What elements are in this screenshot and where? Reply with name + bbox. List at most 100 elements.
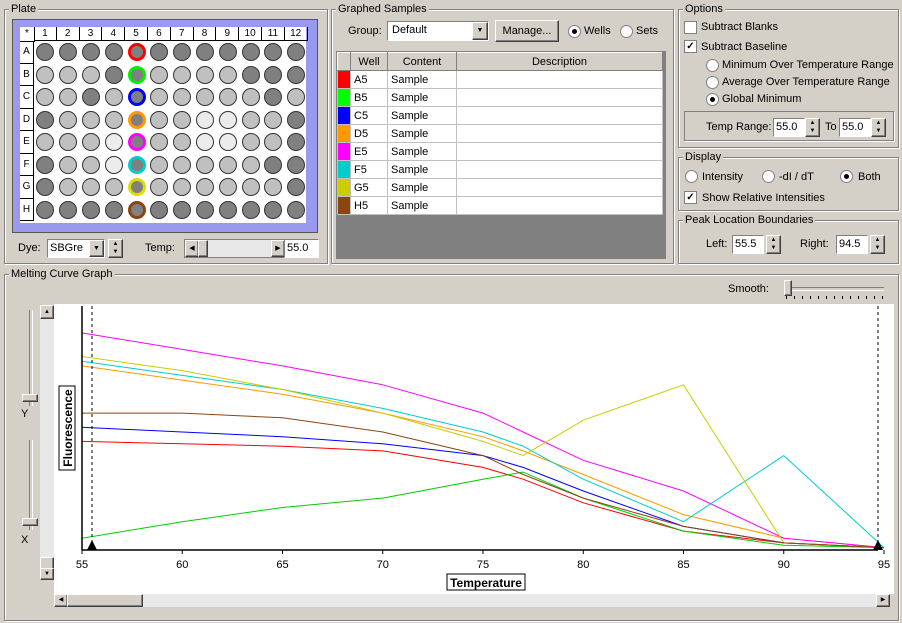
y-zoom-slider[interactable] xyxy=(22,310,38,406)
plate-well[interactable] xyxy=(218,200,237,219)
well-header[interactable]: Well xyxy=(350,52,388,71)
sample-row[interactable]: E5 Sample xyxy=(337,142,663,161)
plate-row-header[interactable]: H xyxy=(20,198,34,221)
plate-well[interactable] xyxy=(173,43,192,62)
plate-well[interactable] xyxy=(150,110,169,129)
wells-radio[interactable] xyxy=(568,25,581,38)
plate-well[interactable] xyxy=(82,88,100,107)
plate-well[interactable] xyxy=(127,65,146,84)
plate-well[interactable] xyxy=(218,88,237,107)
plate-well[interactable] xyxy=(59,43,78,62)
plate-well[interactable] xyxy=(264,133,283,152)
plate-well[interactable] xyxy=(82,110,100,129)
plate-well[interactable] xyxy=(59,88,78,107)
plate-well[interactable] xyxy=(150,178,169,197)
dye-select[interactable]: SBGre ▼ xyxy=(47,239,105,258)
plate-column-header[interactable]: 12 xyxy=(284,27,308,41)
show-relative-checkbox[interactable]: ✓ xyxy=(684,191,697,204)
plate-column-header[interactable]: 6 xyxy=(148,27,171,41)
plate-well[interactable] xyxy=(36,133,55,152)
subtract-blanks-checkbox[interactable] xyxy=(684,21,697,34)
sample-row[interactable]: C5 Sample xyxy=(337,106,663,125)
plate-column-header[interactable]: 3 xyxy=(79,27,103,41)
plate-well[interactable] xyxy=(36,200,55,219)
plate-row-header[interactable]: D xyxy=(20,108,34,131)
plate-row-header[interactable]: B xyxy=(20,63,34,86)
temp-to-spinner[interactable]: ▲ ▼ xyxy=(871,118,886,137)
plate-well[interactable] xyxy=(218,155,237,174)
sample-row[interactable]: G5 Sample xyxy=(337,178,663,197)
plate-well[interactable] xyxy=(264,43,283,62)
plate-column-header[interactable]: 8 xyxy=(193,27,217,41)
slider-thumb[interactable] xyxy=(198,240,208,257)
plate-column-header[interactable]: 7 xyxy=(170,27,194,41)
plate-well[interactable] xyxy=(104,178,123,197)
plate-well[interactable] xyxy=(59,110,78,129)
slider-left-arrow[interactable]: ◀ xyxy=(185,240,199,257)
plate-column-header[interactable]: 11 xyxy=(262,27,285,41)
smooth-slider[interactable] xyxy=(784,280,887,300)
plate-well[interactable] xyxy=(196,43,214,62)
plate-well[interactable] xyxy=(218,43,237,62)
plate-well[interactable] xyxy=(173,155,192,174)
plate-well[interactable] xyxy=(173,178,192,197)
plate-well[interactable] xyxy=(241,200,260,219)
plate-well[interactable] xyxy=(59,178,78,197)
plate-well[interactable] xyxy=(241,133,260,152)
plate-well[interactable] xyxy=(150,43,169,62)
plate-well[interactable] xyxy=(82,65,100,84)
plate-well[interactable] xyxy=(241,88,260,107)
min-over-radio[interactable] xyxy=(706,59,719,72)
global-min-radio[interactable] xyxy=(706,93,719,106)
temp-from-field[interactable]: 55.0 xyxy=(773,118,805,137)
plate-well[interactable] xyxy=(287,43,306,62)
plate-well[interactable] xyxy=(82,155,100,174)
x-zoom-slider[interactable] xyxy=(22,440,38,530)
plate-row-header[interactable]: E xyxy=(20,131,34,154)
plate-well[interactable] xyxy=(104,65,123,84)
horizontal-scrollbar[interactable]: ◀ ▶ xyxy=(54,594,890,607)
chevron-down-icon[interactable]: ▼ xyxy=(472,22,488,40)
dye-spinner[interactable]: ▲ ▼ xyxy=(108,239,123,258)
plate-well[interactable] xyxy=(218,178,237,197)
plate-well[interactable] xyxy=(264,110,283,129)
right-field[interactable]: 94.5 xyxy=(836,235,868,254)
plate-well[interactable] xyxy=(196,65,214,84)
plate-well[interactable] xyxy=(264,200,283,219)
plate-well[interactable] xyxy=(59,65,78,84)
scroll-right-arrow[interactable]: ▶ xyxy=(876,594,890,607)
horizontal-scroll-thumb[interactable] xyxy=(67,594,143,607)
plate-well[interactable] xyxy=(36,65,55,84)
plate-well[interactable] xyxy=(196,200,214,219)
plate-well[interactable] xyxy=(104,200,123,219)
plate-well[interactable] xyxy=(196,155,214,174)
plate-row-header[interactable]: F xyxy=(20,153,34,176)
plate-well[interactable] xyxy=(59,200,78,219)
plate-well[interactable] xyxy=(241,110,260,129)
plate-row-header[interactable]: G xyxy=(20,176,34,199)
sample-row[interactable]: F5 Sample xyxy=(337,160,663,179)
group-select[interactable]: Default ▼ xyxy=(387,21,489,41)
plate-well[interactable] xyxy=(173,200,192,219)
plate-well[interactable] xyxy=(287,178,306,197)
plate-well[interactable] xyxy=(287,200,306,219)
sample-row[interactable]: H5 Sample xyxy=(337,196,663,215)
intensity-radio[interactable] xyxy=(685,170,698,183)
description-header[interactable]: Description xyxy=(456,52,663,71)
plate-well[interactable] xyxy=(264,65,283,84)
plate-well[interactable] xyxy=(287,110,306,129)
plate-well[interactable] xyxy=(104,133,123,152)
plate-well[interactable] xyxy=(241,43,260,62)
temp-slider[interactable]: ◀ ▶ xyxy=(184,239,286,258)
temp-from-spinner[interactable]: ▲ ▼ xyxy=(805,118,820,137)
plate-well[interactable] xyxy=(287,133,306,152)
plate-well[interactable] xyxy=(287,88,306,107)
didt-radio[interactable] xyxy=(762,170,775,183)
plate-well[interactable] xyxy=(127,43,146,62)
plate-well[interactable] xyxy=(82,178,100,197)
plate-well[interactable] xyxy=(218,65,237,84)
smooth-thumb[interactable] xyxy=(784,280,792,296)
plate-row-header[interactable]: A xyxy=(20,41,34,64)
plate-well[interactable] xyxy=(104,110,123,129)
plate-well[interactable] xyxy=(196,88,214,107)
